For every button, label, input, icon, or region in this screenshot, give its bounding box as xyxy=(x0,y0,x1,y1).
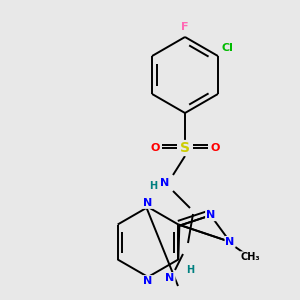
Text: H: H xyxy=(186,265,194,275)
Text: S: S xyxy=(180,141,190,155)
Text: N: N xyxy=(143,198,153,208)
Text: F: F xyxy=(181,22,189,32)
Text: N: N xyxy=(226,237,235,247)
Text: N: N xyxy=(206,210,215,220)
Text: N: N xyxy=(165,273,175,283)
Text: N: N xyxy=(160,178,169,188)
Text: N: N xyxy=(143,276,153,286)
Text: O: O xyxy=(150,143,160,153)
Text: CH₃: CH₃ xyxy=(240,252,260,262)
Text: H: H xyxy=(149,181,157,191)
Text: Cl: Cl xyxy=(222,43,234,53)
Text: O: O xyxy=(210,143,220,153)
